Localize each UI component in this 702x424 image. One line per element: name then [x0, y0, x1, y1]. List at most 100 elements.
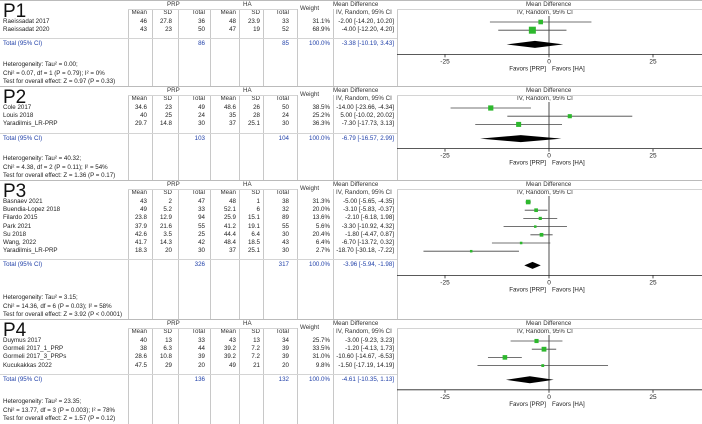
column-divider: [333, 189, 334, 320]
study-name: Duymus 2017: [3, 337, 42, 344]
ci-value: -3.30 [-10.92, 4.32]: [341, 222, 394, 230]
weight-value: 13.6%: [312, 214, 330, 222]
prp-sd: 23: [165, 104, 172, 111]
favors-prp-label: Favors [PRP]: [509, 65, 546, 72]
point-estimate: [534, 208, 538, 213]
stat-note: Test for overall effect: Z = 0.97 (P = 0…: [3, 77, 116, 85]
weight-value: 25.2%: [312, 112, 330, 120]
column-divider: [152, 328, 153, 424]
md-sub-header: IV, Random, 95% CI: [336, 95, 392, 102]
study-name: Gormeli 2017_3_PRPs: [3, 353, 67, 361]
total-weight: 100.0%: [309, 375, 330, 383]
ha-mean: 25.9: [223, 214, 236, 222]
prp-total: 49: [198, 104, 205, 111]
forest-panel-p3: P3 PRP HA Weight Mean Difference IV, Random, …: [0, 180, 702, 320]
mean-header: Mean: [131, 328, 147, 335]
total-label: Total (95% CI): [3, 40, 43, 48]
prp-mean: 37.9: [134, 222, 147, 230]
column-divider: [128, 95, 129, 181]
row-divider: [0, 38, 397, 40]
point-estimate: [538, 19, 543, 25]
md-sub-header: IV, Random, 95% CI: [517, 328, 573, 335]
group2-header: HA: [243, 1, 252, 8]
sd-header: SD: [251, 328, 260, 335]
prp-sd: 14.3: [159, 239, 172, 246]
weight-value: 20.0%: [312, 206, 330, 214]
point-estimate: [534, 338, 539, 344]
favors-ha-label: Favors [HA]: [552, 65, 585, 72]
row-divider: [397, 189, 702, 190]
column-divider: [210, 328, 211, 424]
ha-mean: 37: [229, 120, 236, 128]
total-label: Total (95% CI): [3, 134, 43, 142]
study-name: Kucukakkas 2022: [3, 361, 52, 369]
total-weight: 100.0%: [309, 134, 330, 142]
study-name: Cole 2017: [3, 104, 32, 111]
mean-header: Mean: [220, 328, 236, 335]
stat-note: Chi² = 4.38, df = 2 (P = 0.11); I² = 54%: [3, 163, 108, 171]
weight-value: 20.4%: [312, 230, 330, 238]
panel-title: P1: [3, 1, 27, 22]
ha-mean: 44.4: [223, 230, 236, 238]
panel-title: P2: [3, 87, 27, 108]
x-tick-label: 25: [649, 153, 657, 160]
sd-header: SD: [163, 328, 172, 335]
favors-ha-label: Favors [HA]: [552, 401, 585, 408]
ha-total: 30: [282, 247, 289, 255]
prp-sd: 21.6: [159, 222, 172, 230]
group2-header: HA: [243, 320, 252, 327]
study-name: Yaradilmis_LR-PRP: [3, 120, 58, 128]
prp-mean: 38: [140, 345, 147, 353]
point-estimate: [541, 364, 545, 368]
mean-header: Mean: [220, 95, 236, 102]
mean-header: Mean: [220, 9, 236, 16]
column-divider: [297, 95, 298, 181]
stat-note: Test for overall effect: Z = 1.36 (P = 0…: [3, 171, 116, 179]
total-ci: -6.79 [-16.57, 2.99]: [341, 134, 394, 142]
ha-mean: 39.2: [223, 353, 236, 361]
ha-sd: 21: [253, 361, 260, 369]
total-weight: 100.0%: [309, 40, 330, 48]
column-divider: [263, 95, 264, 181]
sd-header: SD: [163, 189, 172, 196]
x-tick-label: 25: [649, 58, 657, 65]
total-ci: -4.61 [-10.35, 1.13]: [341, 375, 394, 383]
total-header: Total: [275, 95, 289, 102]
prp-mean: 47.5: [134, 361, 147, 369]
ci-value: -5.00 [-5.65, -4.35]: [343, 198, 394, 205]
weight-value: 31.3%: [312, 198, 330, 205]
point-estimate: [488, 105, 494, 111]
group1-header: PRP: [167, 320, 180, 327]
ha-sd: 19.1: [247, 222, 260, 230]
ci-value: -1.80 [-4.47, 0.87]: [345, 230, 394, 238]
point-estimate: [541, 346, 547, 352]
prp-mean: 29.7: [134, 120, 147, 128]
row-divider: [0, 132, 397, 134]
panel-title: P4: [3, 320, 27, 341]
ha-mean: 43: [229, 337, 236, 344]
row-divider: [128, 9, 297, 10]
forest-panel-p2: P2 PRP HA Weight Mean Difference IV, Random, …: [0, 86, 702, 181]
ha-total: 52: [282, 26, 289, 34]
total-label: Total (95% CI): [3, 375, 43, 383]
column-divider: [239, 95, 240, 181]
md-header: Mean Difference: [526, 320, 572, 327]
ci-value: -2.00 [-14.20, 10.20]: [338, 18, 394, 25]
weight-header: Weight: [300, 91, 320, 98]
group1-header: PRP: [167, 87, 180, 94]
prp-total: 33: [198, 337, 205, 344]
pooled-diamond: [505, 376, 554, 384]
ha-total: 30: [282, 230, 289, 238]
x-tick-label: -25: [440, 279, 450, 286]
stat-note: Chi² = 13.77, df = 3 (P = 0.003); I² = 7…: [3, 406, 116, 414]
prp-mean: 42.6: [134, 230, 147, 238]
point-estimate: [538, 216, 542, 220]
point-estimate: [567, 114, 572, 119]
ci-value: -3.10 [-5.83, -0.37]: [343, 206, 394, 214]
column-divider: [178, 328, 179, 424]
study-name: Su 2018: [3, 230, 27, 238]
study-name: Park 2021: [3, 222, 32, 230]
weight-value: 36.3%: [312, 120, 330, 128]
ha-sd: 25.1: [247, 247, 260, 255]
ci-value: -18.70 [-30.18, -7.22]: [336, 247, 394, 255]
